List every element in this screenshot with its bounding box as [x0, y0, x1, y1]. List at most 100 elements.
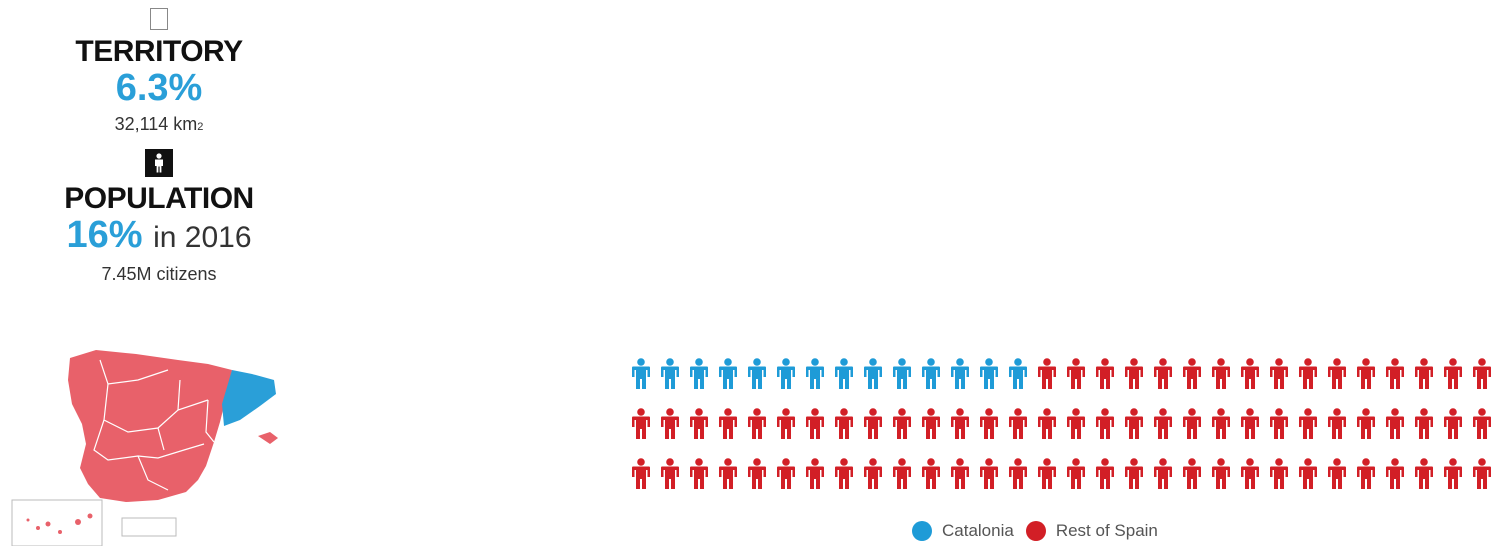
person-icon	[1241, 408, 1259, 439]
person-icon	[719, 358, 737, 389]
person-icon	[1357, 358, 1375, 389]
person-icon	[748, 358, 766, 389]
person-icon	[1067, 358, 1085, 389]
person-icon	[1415, 358, 1433, 389]
person-icon	[1328, 458, 1346, 489]
map-secondary-inset	[121, 517, 177, 537]
person-icon	[690, 408, 708, 439]
person-icon	[1270, 408, 1288, 439]
person-icon	[806, 458, 824, 489]
person-icon	[1444, 458, 1462, 489]
territory-area-unit: 2	[197, 121, 204, 133]
person-icon	[1212, 408, 1230, 439]
person-icon	[1212, 458, 1230, 489]
territory-area: 32,114 km2	[40, 112, 278, 139]
chart-legend: Catalonia Rest of Spain	[912, 521, 1170, 541]
map-canary-islands	[26, 513, 93, 534]
territory-percent: 6.3%	[115, 67, 203, 109]
person-icon	[980, 358, 998, 389]
person-icon	[1415, 408, 1433, 439]
legend-dot-rest	[1025, 521, 1046, 541]
person-icon	[980, 408, 998, 439]
person-icon	[1270, 458, 1288, 489]
person-icon	[1444, 408, 1462, 439]
person-icon	[835, 358, 853, 389]
population-title: POPULATION	[64, 182, 254, 215]
person-icon	[661, 458, 679, 489]
person-icon	[1473, 458, 1491, 489]
person-icon	[777, 408, 795, 439]
person-icon	[1386, 408, 1404, 439]
person-icon	[1212, 358, 1230, 389]
territory-area-number: 32,114 km	[114, 114, 198, 134]
person-icon	[951, 458, 969, 489]
person-icon	[1357, 458, 1375, 489]
person-icon	[632, 408, 650, 439]
map-catalonia	[222, 370, 276, 426]
person-icon	[1328, 358, 1346, 389]
person-icon	[1096, 408, 1114, 439]
person-icon	[1125, 408, 1143, 439]
person-icon	[1038, 458, 1056, 489]
person-icon	[1154, 358, 1172, 389]
legend-label-catalonia: Catalonia	[942, 521, 1014, 540]
map-rest-of-spain	[68, 350, 232, 502]
person-icon	[864, 408, 882, 439]
person-icon	[1009, 458, 1027, 489]
person-icon	[1125, 358, 1143, 389]
person-icon	[1038, 408, 1056, 439]
person-icon	[690, 358, 708, 389]
legend-dot-catalonia	[912, 521, 932, 541]
person-icon	[719, 408, 737, 439]
person-icon	[1444, 358, 1462, 389]
person-icon	[1067, 408, 1085, 439]
population-line: 16% in 2016	[40, 215, 278, 258]
person-icon	[1386, 358, 1404, 389]
person-icon	[690, 458, 708, 489]
person-icon	[777, 458, 795, 489]
person-icon	[980, 458, 998, 489]
person-icon	[864, 358, 882, 389]
person-icon	[1241, 358, 1259, 389]
spain-regions-map	[11, 350, 278, 546]
population-year: in 2016	[153, 221, 252, 254]
map-balearic-islands	[258, 432, 278, 444]
person-icon	[1299, 358, 1317, 389]
person-icon	[1270, 358, 1288, 389]
territory-title: TERRITORY	[75, 35, 243, 68]
person-icon	[1183, 458, 1201, 489]
person-icon	[951, 408, 969, 439]
person-icon	[864, 458, 882, 489]
person-icon	[1357, 408, 1375, 439]
person-icon	[632, 458, 650, 489]
person-icon	[806, 408, 824, 439]
person-icon	[1328, 408, 1346, 439]
person-icon	[1473, 358, 1491, 389]
person-icon	[1386, 458, 1404, 489]
person-icon	[1009, 358, 1027, 389]
legend-item-rest: Rest of Spain	[1025, 521, 1158, 541]
person-icon	[777, 358, 795, 389]
person-icon	[1473, 408, 1491, 439]
person-icon	[806, 358, 824, 389]
stats-panel: TERRITORY 6.3% 32,114 km2 POPULATION 16%…	[40, 4, 278, 286]
person-icon	[1154, 408, 1172, 439]
map-outline-icon	[150, 8, 168, 30]
person-icon	[1241, 458, 1259, 489]
legend-label-rest: Rest of Spain	[1055, 521, 1158, 540]
person-icon	[1183, 408, 1201, 439]
person-icon	[719, 458, 737, 489]
pictogram-chart	[632, 358, 1491, 489]
person-icon	[661, 358, 679, 389]
person-icon	[1125, 458, 1143, 489]
person-icon	[922, 358, 940, 389]
person-icon	[1154, 458, 1172, 489]
person-icon	[1299, 458, 1317, 489]
person-icon	[661, 408, 679, 439]
person-icon	[922, 408, 940, 439]
person-icon	[1096, 358, 1114, 389]
person-icon	[748, 458, 766, 489]
person-icon	[1038, 358, 1056, 389]
map-canary-inset	[11, 499, 103, 546]
person-icon	[893, 358, 911, 389]
